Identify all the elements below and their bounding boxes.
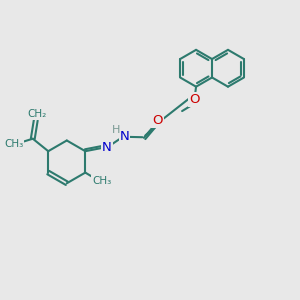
Text: CH₃: CH₃ <box>4 139 23 149</box>
Text: CH₃: CH₃ <box>92 176 112 186</box>
Text: CH₂: CH₂ <box>28 109 47 119</box>
Text: N: N <box>102 141 112 154</box>
Text: H: H <box>112 125 120 135</box>
Text: N: N <box>120 130 129 143</box>
Text: O: O <box>189 93 200 106</box>
Text: O: O <box>152 114 163 128</box>
